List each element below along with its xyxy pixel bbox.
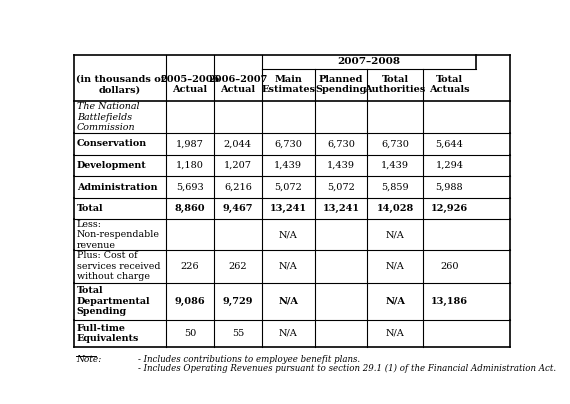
Text: 5,988: 5,988 [435,183,463,191]
Text: Main
Estimates: Main Estimates [261,75,315,95]
Text: Total
Actuals: Total Actuals [429,75,470,95]
Text: 9,729: 9,729 [223,297,253,305]
Text: 13,186: 13,186 [431,297,468,305]
Text: Total
Departmental
Spending: Total Departmental Spending [77,286,150,316]
Text: N/A: N/A [278,297,298,305]
Text: Plus: Cost of
services received
without charge: Plus: Cost of services received without … [77,251,160,281]
Text: Planned
Spending: Planned Spending [315,75,367,95]
Text: 1,294: 1,294 [435,161,463,170]
Text: 260: 260 [440,262,459,271]
Text: 6,730: 6,730 [274,139,302,148]
Text: - Includes contributions to employee benefit plans.: - Includes contributions to employee ben… [138,355,360,364]
Text: 55: 55 [232,329,244,338]
Text: N/A: N/A [279,230,298,239]
Text: 262: 262 [229,262,247,271]
Text: Development: Development [77,161,146,170]
Text: 14,028: 14,028 [377,204,414,213]
Text: N/A: N/A [385,297,405,305]
Text: 226: 226 [181,262,199,271]
Text: 2,044: 2,044 [224,139,252,148]
Text: 1,439: 1,439 [274,161,302,170]
Text: 1,439: 1,439 [381,161,409,170]
Text: 12,926: 12,926 [431,204,468,213]
Text: 1,987: 1,987 [176,139,203,148]
Text: N/A: N/A [279,329,298,338]
Text: 13,241: 13,241 [270,204,307,213]
Text: - Includes Operating Revenues pursuant to section 29.1 (1) of the Financial Admi: - Includes Operating Revenues pursuant t… [138,364,556,372]
Text: 5,072: 5,072 [327,183,355,191]
Text: N/A: N/A [386,230,405,239]
Text: 5,072: 5,072 [274,183,302,191]
Text: Total
Authorities: Total Authorities [364,75,426,95]
Text: 6,730: 6,730 [381,139,409,148]
Text: The National
Battlefields
Commission: The National Battlefields Commission [77,102,139,132]
Text: 13,241: 13,241 [323,204,360,213]
Text: N/A: N/A [279,262,298,271]
Text: 1,180: 1,180 [176,161,203,170]
Text: (in thousands of
dollars): (in thousands of dollars) [76,75,165,95]
Text: Full-time
Equivalents: Full-time Equivalents [77,324,139,343]
Text: N/A: N/A [386,329,405,338]
Text: Total: Total [77,204,103,213]
Text: 9,086: 9,086 [174,297,205,305]
Text: 2006–2007
Actual: 2006–2007 Actual [208,75,267,95]
Text: N/A: N/A [386,262,405,271]
Text: 6,216: 6,216 [224,183,252,191]
Text: 9,467: 9,467 [223,204,253,213]
Text: 6,730: 6,730 [327,139,355,148]
Text: Note:: Note: [76,355,101,364]
Text: 5,644: 5,644 [435,139,463,148]
Text: Less:
Non-respendable
revenue: Less: Non-respendable revenue [77,220,160,250]
Text: 5,693: 5,693 [176,183,203,191]
Text: 1,207: 1,207 [224,161,252,170]
Text: 8,860: 8,860 [174,204,205,213]
Text: 1,439: 1,439 [327,161,355,170]
Text: 2007–2008: 2007–2008 [337,57,400,66]
Text: Administration: Administration [77,183,157,191]
Text: 5,859: 5,859 [381,183,409,191]
Text: Conservation: Conservation [77,139,147,148]
Text: 2005–2006
Actual: 2005–2006 Actual [160,75,219,95]
Text: 50: 50 [184,329,196,338]
